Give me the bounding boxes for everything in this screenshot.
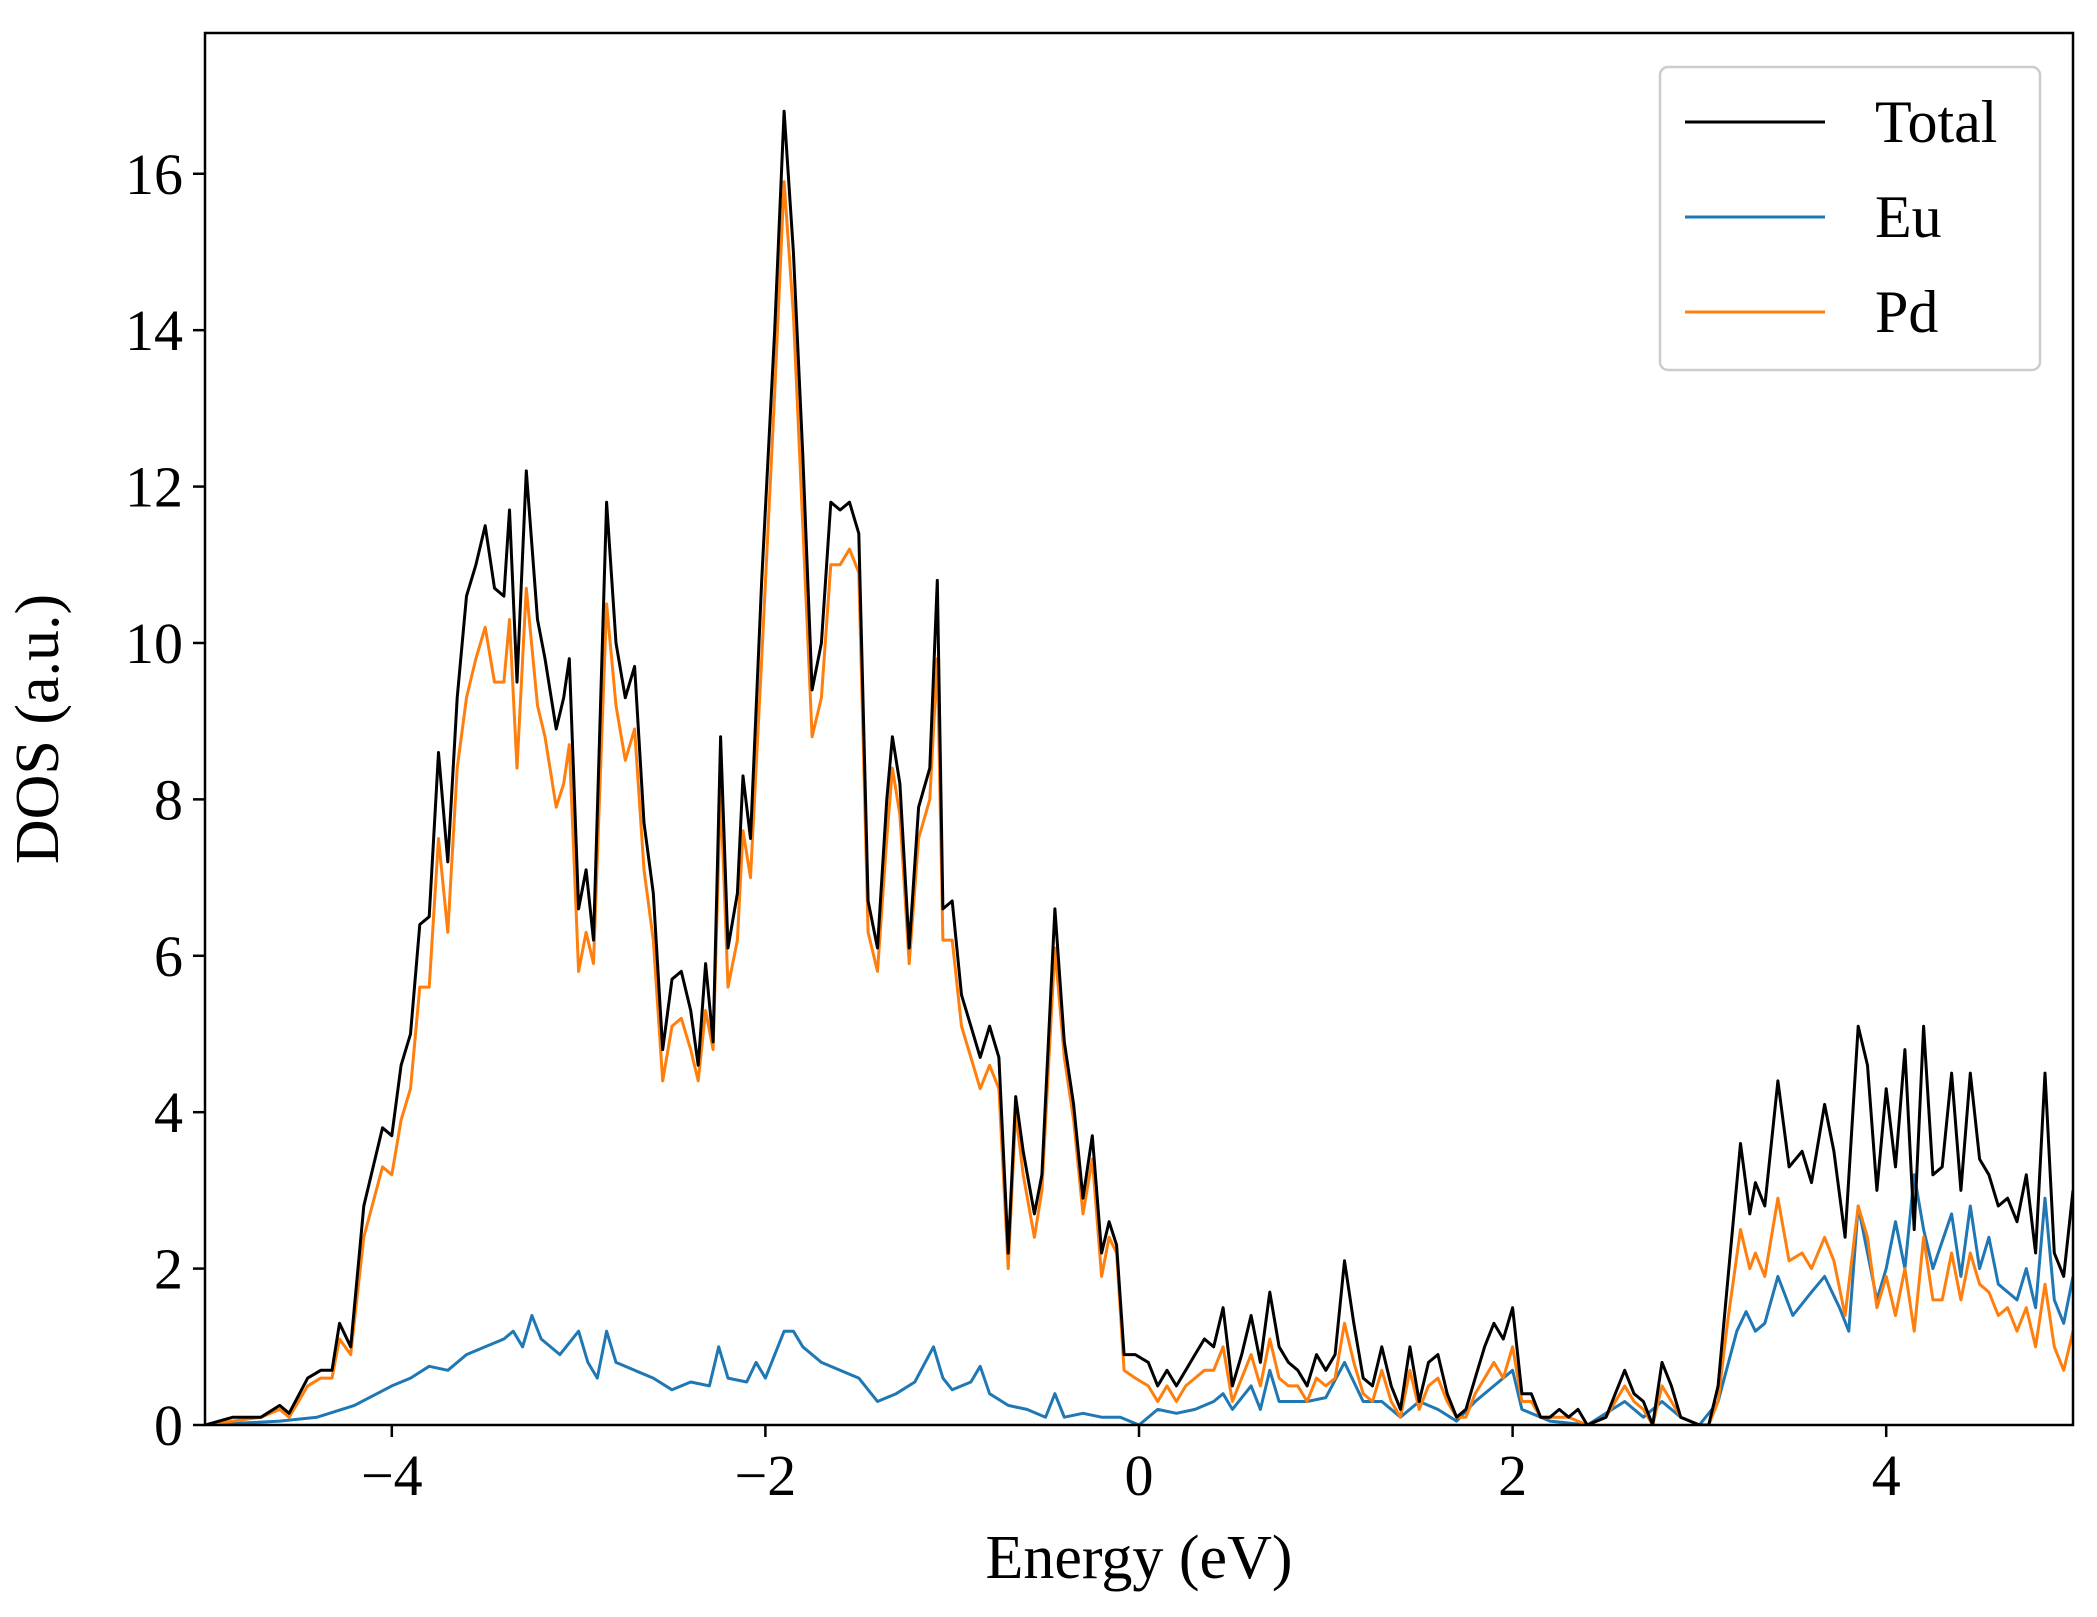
- y-tick-label: 12: [125, 455, 183, 520]
- x-tick-label: 2: [1498, 1443, 1527, 1508]
- legend-label-eu: Eu: [1875, 184, 1942, 250]
- y-tick-label: 6: [154, 924, 183, 989]
- legend-label-pd: Pd: [1875, 279, 1938, 345]
- x-axis-label: Energy (eV): [985, 1524, 1292, 1592]
- x-tick-label: −4: [361, 1443, 423, 1508]
- series-line-pd: [205, 180, 2073, 1425]
- series-line-total: [205, 109, 2073, 1425]
- series-layer: [205, 109, 2073, 1425]
- legend: Total Eu Pd: [1658, 65, 2042, 372]
- y-tick-label: 14: [125, 298, 183, 363]
- y-tick-label: 16: [125, 142, 183, 207]
- legend-label-total: Total: [1875, 89, 1997, 155]
- y-axis-label: DOS (a.u.): [4, 594, 72, 864]
- x-tick-label: 4: [1872, 1443, 1901, 1508]
- y-tick-label: 4: [154, 1080, 183, 1145]
- x-tick-label: −2: [735, 1443, 797, 1508]
- y-tick-label: 10: [125, 611, 183, 676]
- series-line-eu: [205, 1173, 2073, 1425]
- y-tick-label: 2: [154, 1237, 183, 1302]
- y-tick-label: 8: [154, 767, 183, 832]
- y-tick-label: 0: [154, 1393, 183, 1458]
- legend-box: [1658, 65, 2042, 372]
- x-tick-label: 0: [1125, 1443, 1154, 1508]
- axis-ticks: −4 −2 0 2 4 0 2 4 6 8 10 12 14 16: [125, 142, 1901, 1508]
